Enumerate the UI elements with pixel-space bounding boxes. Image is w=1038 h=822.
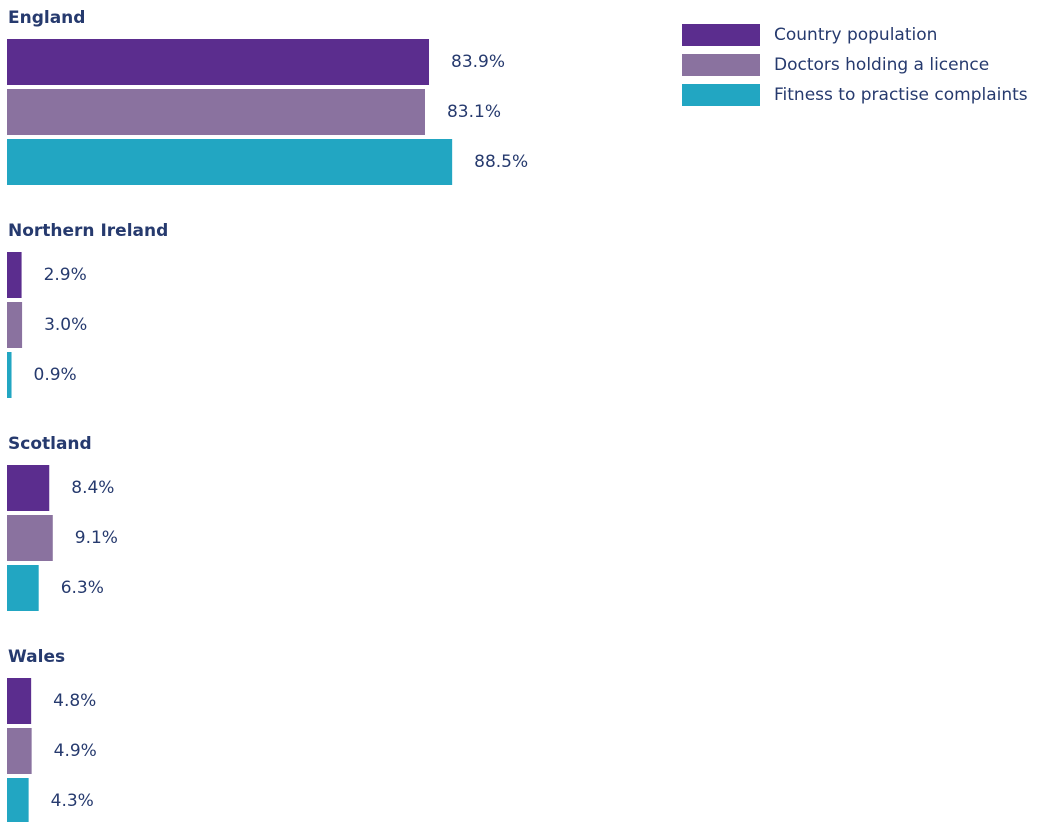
value-label: 88.5% (474, 152, 528, 172)
value-label: 83.9% (451, 52, 505, 72)
value-label: 83.1% (447, 102, 501, 122)
value-label: 9.1% (75, 528, 118, 548)
value-label: 0.9% (34, 365, 77, 385)
legend-swatch (682, 54, 760, 76)
value-label: 4.9% (54, 741, 97, 761)
legend-label: Doctors holding a licence (774, 55, 989, 75)
bar (7, 565, 39, 611)
bar (7, 728, 32, 774)
bar (7, 678, 32, 724)
category-label: Wales (8, 647, 65, 667)
bar (7, 778, 29, 822)
value-label: 4.3% (51, 791, 94, 811)
bar (7, 352, 12, 398)
legend-swatch (682, 24, 760, 46)
legend-label: Fitness to practise complaints (774, 85, 1028, 105)
bar (7, 89, 425, 135)
value-label: 4.8% (53, 691, 96, 711)
bar (7, 39, 430, 85)
bar (7, 515, 53, 561)
value-label: 8.4% (71, 478, 114, 498)
legend-swatch (682, 84, 760, 106)
value-label: 2.9% (44, 265, 87, 285)
bar (7, 139, 453, 185)
category-label: Scotland (8, 434, 92, 454)
legend-label: Country population (774, 25, 937, 45)
value-label: 6.3% (61, 578, 104, 598)
value-label: 3.0% (44, 315, 87, 335)
category-label: Northern Ireland (8, 221, 168, 241)
bar (7, 465, 50, 511)
category-label: England (8, 8, 85, 28)
bar (7, 252, 22, 298)
bar (7, 302, 23, 348)
